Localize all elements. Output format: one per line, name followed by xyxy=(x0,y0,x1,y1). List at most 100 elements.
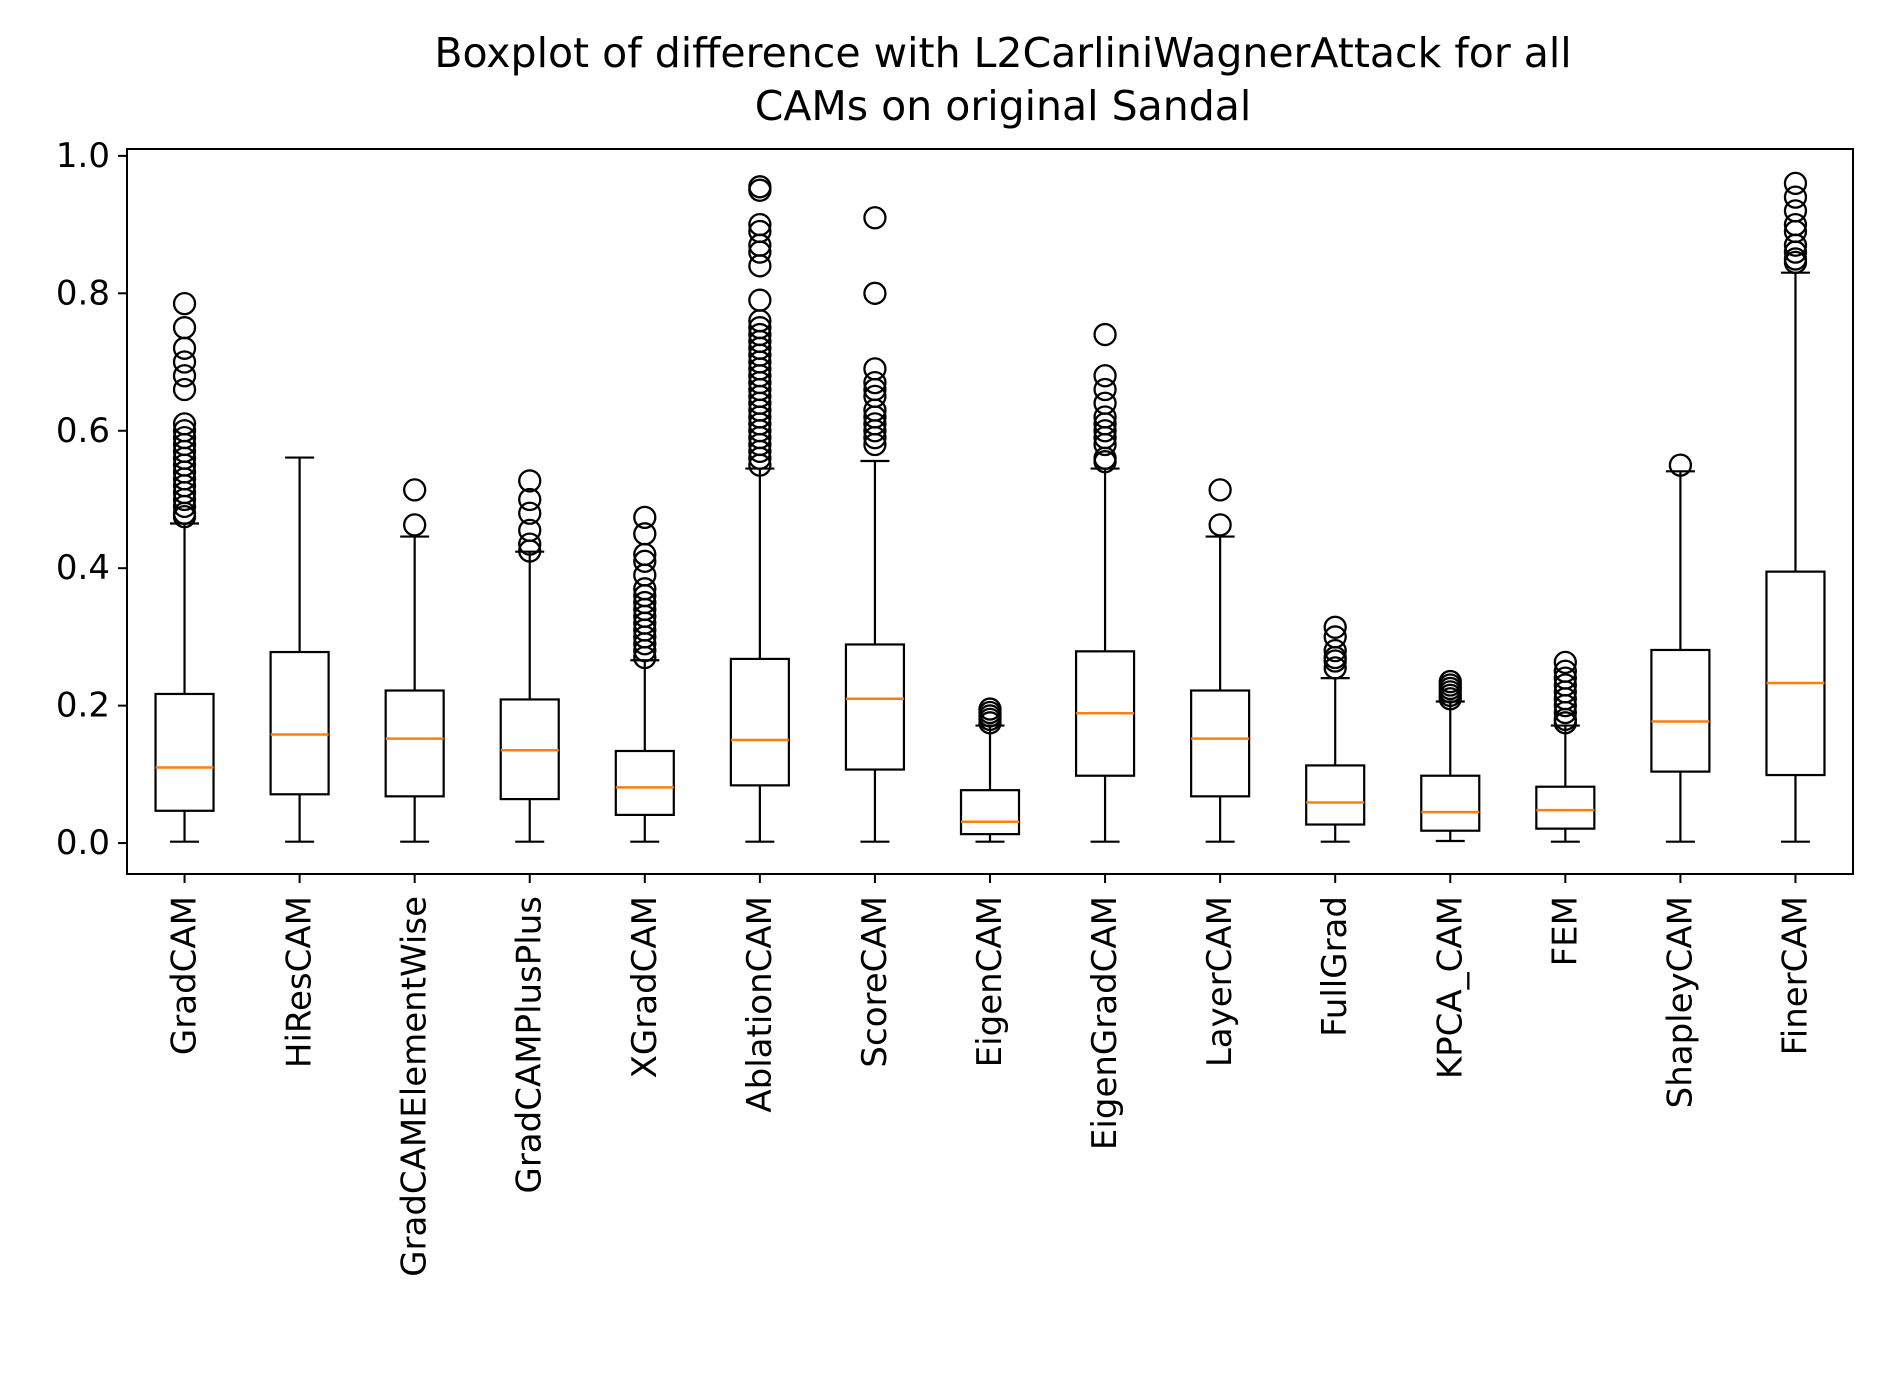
flier-point xyxy=(748,288,772,312)
flier-point xyxy=(748,219,772,244)
flier-point xyxy=(518,532,542,556)
box-iqr xyxy=(729,657,790,787)
box-iqr xyxy=(959,789,1021,836)
box-XGradCAM xyxy=(614,505,675,843)
y-tick-label: 0.6 xyxy=(56,411,110,451)
x-tick-label: FullGrad xyxy=(1315,896,1355,1037)
box-iqr xyxy=(1190,689,1251,798)
box-iqr xyxy=(384,689,445,798)
x-tick-label: AblationCAM xyxy=(740,896,780,1113)
box-iqr xyxy=(1305,764,1366,826)
box-iqr xyxy=(844,643,906,771)
flier-point xyxy=(1438,669,1462,694)
chart-title-line-1: Boxplot of difference with L2CarliniWagn… xyxy=(434,29,1571,77)
flier-point xyxy=(1783,247,1808,271)
x-tick-label: LayerCAM xyxy=(1200,896,1240,1067)
flier-point xyxy=(1093,405,1117,429)
box-iqr xyxy=(1535,785,1596,830)
x-tick-label: EigenCAM xyxy=(970,896,1010,1067)
flier-point xyxy=(1093,322,1117,347)
flier-point xyxy=(172,316,197,340)
box-iqr xyxy=(1765,570,1826,777)
box-GradCAMPlusPlus xyxy=(499,469,560,843)
flier-point xyxy=(1783,171,1808,196)
y-tick-label: 0.0 xyxy=(56,823,110,863)
flier-point xyxy=(1553,659,1577,683)
box-HiResCAM xyxy=(269,456,330,843)
flier-point xyxy=(403,513,427,537)
flier-point xyxy=(978,697,1002,721)
y-tick-label: 0.4 xyxy=(56,548,110,588)
x-tick-label: EigenGradCAM xyxy=(1085,896,1125,1150)
flier-point xyxy=(1093,377,1117,402)
x-axis: GradCAM HiResCAM GradCAMElementWise GradCAM… xyxy=(165,874,1815,1277)
box-KPCA_CAM xyxy=(1420,669,1481,843)
flier-point xyxy=(1208,478,1232,502)
flier-point xyxy=(863,357,887,381)
box-AblationCAM xyxy=(729,175,790,843)
x-tick-label: FEM xyxy=(1545,896,1585,966)
flier-point xyxy=(748,212,772,237)
flier-point xyxy=(518,487,542,512)
box-FinerCAM xyxy=(1765,171,1826,843)
x-tick-label: XGradCAM xyxy=(625,896,665,1078)
flier-point xyxy=(172,364,197,388)
y-tick-label: 1.0 xyxy=(56,136,110,176)
flier-point xyxy=(863,370,887,395)
x-tick-label: GradCAMElementWise xyxy=(395,896,435,1277)
flier-point xyxy=(863,281,887,305)
flier-point xyxy=(172,291,197,316)
flier-point xyxy=(748,175,772,199)
chart-title-line-2: CAMs on original Sandal xyxy=(755,82,1252,130)
flier-point xyxy=(1783,185,1808,209)
flier-point xyxy=(1323,656,1347,680)
box-ScoreCAM xyxy=(844,206,906,843)
y-axis: 0.0 0.2 0.4 0.6 0.8 1.0 xyxy=(56,136,127,863)
flier-point xyxy=(172,412,197,436)
flier-point xyxy=(1783,199,1808,223)
box-GradCAMElementWise xyxy=(384,478,445,843)
box-LayerCAM xyxy=(1190,478,1251,843)
flier-point xyxy=(172,377,197,402)
flier-point xyxy=(403,478,427,502)
box-iqr xyxy=(1650,648,1711,773)
box-iqr xyxy=(154,692,215,812)
flier-point xyxy=(1553,673,1577,697)
flier-point xyxy=(633,577,657,601)
flier-point xyxy=(1783,212,1808,237)
flier-point xyxy=(1323,639,1347,663)
flier-point xyxy=(1323,625,1347,649)
x-tick-label: ScoreCAM xyxy=(855,896,895,1068)
box-EigenCAM xyxy=(959,697,1021,843)
flier-point xyxy=(518,518,542,543)
x-tick-label: ShapleyCAM xyxy=(1660,896,1700,1108)
flier-point xyxy=(1208,513,1232,537)
box-GradCAM xyxy=(154,291,215,843)
flier-point xyxy=(633,590,657,615)
flier-point xyxy=(633,549,657,573)
x-tick-label: HiResCAM xyxy=(280,896,320,1068)
box-EigenGradCAM xyxy=(1074,322,1136,843)
box-iqr xyxy=(1420,774,1481,832)
flier-point xyxy=(172,419,197,443)
y-tick-label: 0.8 xyxy=(56,273,110,313)
plot-area xyxy=(126,148,1854,875)
flier-point xyxy=(863,412,887,436)
x-tick-label: FinerCAM xyxy=(1775,896,1815,1055)
flier-point xyxy=(1553,650,1577,674)
box-FullGrad xyxy=(1305,615,1366,843)
flier-point xyxy=(1323,615,1347,639)
y-tick-label: 0.2 xyxy=(56,686,110,726)
box-ShapleyCAM xyxy=(1650,453,1711,843)
box-iqr xyxy=(614,749,675,817)
flier-point xyxy=(748,322,772,347)
flier-point xyxy=(863,384,887,409)
flier-point xyxy=(172,425,197,450)
flier-point xyxy=(1093,391,1117,415)
flier-point xyxy=(172,350,197,374)
flier-point xyxy=(633,522,657,546)
flier-point xyxy=(1668,453,1693,477)
x-tick-label: GradCAM xyxy=(165,896,205,1055)
flier-point xyxy=(1093,364,1117,388)
